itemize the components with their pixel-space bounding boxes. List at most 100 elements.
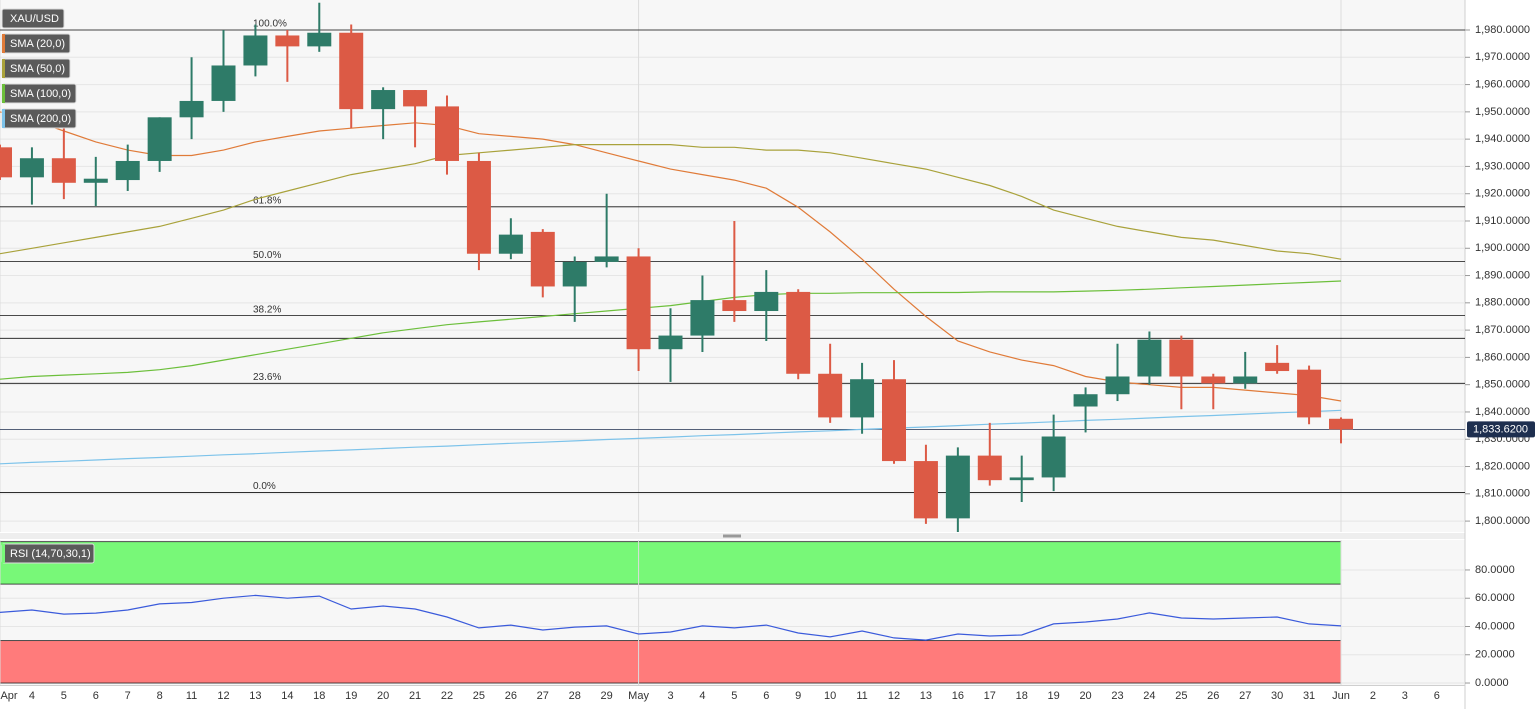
x-tick-label: 17 xyxy=(984,690,996,702)
y-tick-label: 1,930.0000 xyxy=(1475,160,1530,172)
candle-body xyxy=(562,261,587,287)
divider-handle[interactable] xyxy=(723,534,741,538)
candle-body xyxy=(211,65,236,101)
fib-label: 50.0% xyxy=(253,250,281,261)
x-tick-label: 14 xyxy=(281,690,293,702)
x-tick-label: 30 xyxy=(1271,690,1283,702)
candle-body xyxy=(403,90,428,107)
x-tick-label: 3 xyxy=(1402,690,1408,702)
y-tick-label: 1,800.0000 xyxy=(1475,515,1530,527)
candle-body xyxy=(722,300,747,312)
x-tick-label: 25 xyxy=(473,690,485,702)
candle-body xyxy=(882,379,906,462)
last-price-label: 1,833.6200 xyxy=(1473,423,1528,435)
candle-body xyxy=(498,234,523,254)
y-tick-label: 1,980.0000 xyxy=(1475,24,1530,36)
y-tick-label: 1,860.0000 xyxy=(1475,351,1530,363)
legend-box xyxy=(1,8,65,29)
candle-body xyxy=(754,291,779,312)
candle-body xyxy=(786,291,811,374)
candle-body xyxy=(51,158,76,183)
x-tick-label: 29 xyxy=(601,690,613,702)
x-tick-label: 13 xyxy=(920,690,932,702)
fib-label: 38.2% xyxy=(253,304,281,315)
x-tick-label: 8 xyxy=(157,690,163,702)
legend-label: SMA (20,0) xyxy=(10,38,65,50)
legend-swatch xyxy=(2,59,5,78)
x-tick-label: Jun xyxy=(1332,690,1350,702)
sma-line xyxy=(0,144,1342,260)
candle-body xyxy=(1041,436,1066,478)
candle-body xyxy=(1329,418,1353,430)
candle-body xyxy=(0,147,12,178)
y-tick-label: 1,900.0000 xyxy=(1475,242,1530,254)
candle-body xyxy=(1201,376,1226,384)
x-tick-label: May xyxy=(628,690,649,702)
candle-body xyxy=(435,106,459,161)
candle-body xyxy=(1137,339,1162,377)
legend-swatch xyxy=(2,34,5,53)
candle-body xyxy=(275,35,300,47)
fib-label: 23.6% xyxy=(253,372,281,383)
x-tick-label: 5 xyxy=(731,690,737,702)
y-tick-label: 1,870.0000 xyxy=(1475,324,1530,336)
fib-label: 61.8% xyxy=(253,195,281,206)
x-tick-label: 4 xyxy=(29,690,35,702)
candle-body xyxy=(1073,394,1098,407)
x-tick-label: 3 xyxy=(667,690,673,702)
candle-body xyxy=(179,100,204,118)
x-tick-label: 4 xyxy=(699,690,705,702)
candle-body xyxy=(371,90,396,110)
x-tick-label: 11 xyxy=(856,690,867,702)
price-panel xyxy=(0,0,1465,532)
x-tick-label: 21 xyxy=(409,690,421,702)
candle-body xyxy=(850,379,875,418)
x-tick-label: 11 xyxy=(186,690,197,702)
x-tick-label: 26 xyxy=(1207,690,1219,702)
rsi-line xyxy=(0,594,1342,641)
x-tick-label: 31 xyxy=(1303,690,1315,702)
candle-body xyxy=(594,256,619,262)
sma-line xyxy=(0,280,1342,380)
last-price-box xyxy=(1467,421,1535,438)
x-tick-label: 23 xyxy=(1111,690,1123,702)
y-tick-label: 1,970.0000 xyxy=(1475,51,1530,63)
legend-swatch xyxy=(2,544,5,563)
x-tick-label: 10 xyxy=(824,690,836,702)
candle-body xyxy=(147,117,172,161)
y-tick-label: 1,910.0000 xyxy=(1475,215,1530,227)
candle-body xyxy=(339,32,364,110)
candle-body xyxy=(307,32,332,47)
y-tick-label: 40.0000 xyxy=(1475,620,1515,632)
x-tick-label: 18 xyxy=(313,690,325,702)
candle-body xyxy=(83,178,108,183)
candle-body xyxy=(1169,339,1194,377)
x-tick-label: 9 xyxy=(795,690,801,702)
x-tick-label: 20 xyxy=(377,690,389,702)
legend-swatch xyxy=(2,109,5,128)
rsi-band xyxy=(0,541,1342,585)
legend-label: XAU/USD xyxy=(10,13,59,25)
candle-body xyxy=(1297,369,1322,418)
x-tick-label: 27 xyxy=(537,690,549,702)
y-tick-label: 1,960.0000 xyxy=(1475,78,1530,90)
y-tick-label: 1,940.0000 xyxy=(1475,133,1530,145)
legend-label: RSI (14,70,30,1) xyxy=(10,548,91,560)
y-tick-label: 1,920.0000 xyxy=(1475,188,1530,200)
x-tick-label: 20 xyxy=(1079,690,1091,702)
candle-body xyxy=(690,300,715,336)
candle-body xyxy=(913,461,938,519)
fib-label: 0.0% xyxy=(253,481,276,492)
y-tick-label: 20.0000 xyxy=(1475,649,1515,661)
y-tick-label: 1,850.0000 xyxy=(1475,379,1530,391)
y-tick-label: 80.0000 xyxy=(1475,564,1515,576)
legend-label: SMA (200,0) xyxy=(10,113,71,125)
x-tick-label: 28 xyxy=(569,690,581,702)
x-tick-label: 7 xyxy=(125,690,131,702)
candle-body xyxy=(945,455,970,519)
y-tick-label: 1,880.0000 xyxy=(1475,297,1530,309)
candle-body xyxy=(818,373,843,418)
legend-swatch xyxy=(2,84,5,103)
candle-body xyxy=(977,455,1002,481)
